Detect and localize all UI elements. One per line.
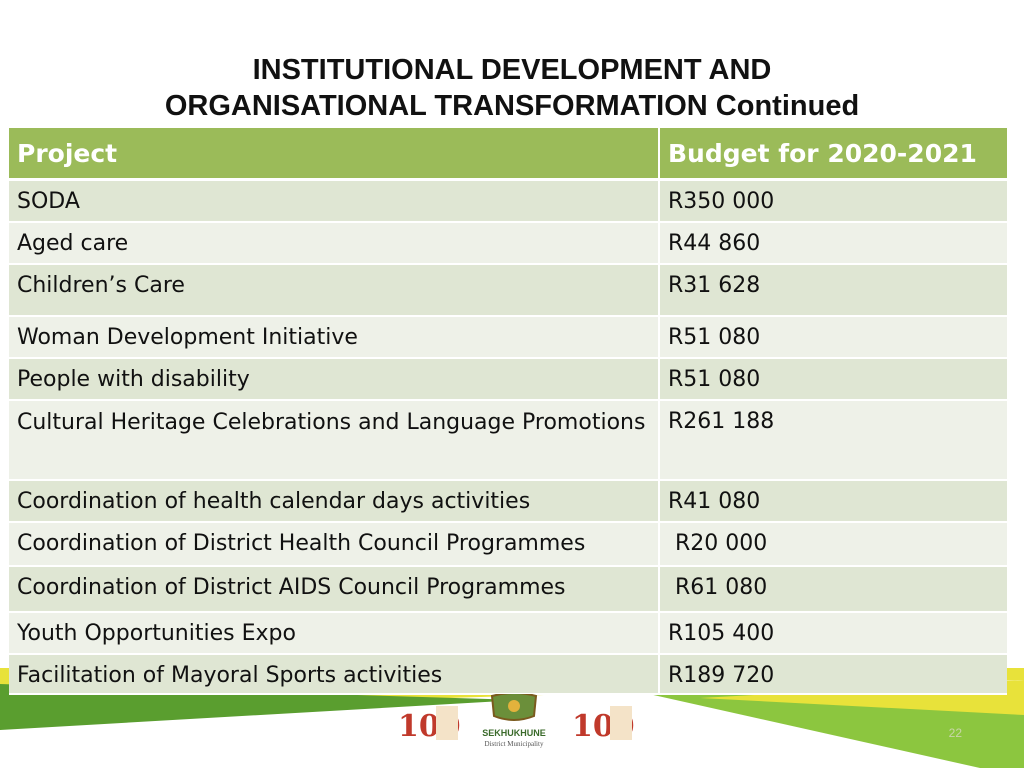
budget-cell: R41 080 <box>659 479 1007 523</box>
project-cell: Cultural Heritage Celebrations and Langu… <box>9 399 660 481</box>
project-cell: Facilitation of Mayoral Sports activitie… <box>9 653 660 695</box>
slide-title-line2: ORGANISATIONAL TRANSFORMATION Continued <box>164 90 860 122</box>
project-cell: Youth Opportunities Expo <box>9 611 660 655</box>
page-number: 22 <box>948 726 962 740</box>
column-header-project: Project <box>9 128 660 181</box>
sekhukhune-logo-subtext: District Municipality <box>485 740 544 748</box>
table-row: Coordination of District AIDS Council Pr… <box>9 565 1007 613</box>
table-row: Woman Development Initiative R51 080 <box>9 315 1007 359</box>
table-header-row: Project Budget for 2020-2021 <box>9 128 1007 181</box>
table-row: Facilitation of Mayoral Sports activitie… <box>9 653 1007 695</box>
budget-cell: R105 400 <box>659 611 1007 655</box>
table-row: SODA R350 000 <box>9 179 1007 223</box>
slide-title: INSTITUTIONAL DEVELOPMENT AND ORGANISATI… <box>0 52 1024 124</box>
sekhukhune-logo: SEKHUKHUNE District Municipality <box>482 694 546 748</box>
budget-table-container: Project Budget for 2020-2021 SODA R350 0… <box>9 128 1007 695</box>
budget-cell: R350 000 <box>659 179 1007 223</box>
project-cell: Coordination of District AIDS Council Pr… <box>9 565 660 613</box>
budget-cell: R61 080 <box>659 565 1007 613</box>
table-row: Youth Opportunities Expo R105 400 <box>9 611 1007 655</box>
budget-cell: R20 000 <box>659 521 1007 567</box>
project-cell: SODA <box>9 179 660 223</box>
project-cell: Children’s Care <box>9 263 660 317</box>
table-row: Coordination of health calendar days act… <box>9 479 1007 523</box>
project-cell: Coordination of health calendar days act… <box>9 479 660 523</box>
table-row: Coordination of District Health Council … <box>9 521 1007 567</box>
project-cell: Aged care <box>9 221 660 265</box>
sekhukhune-logo-text: SEKHUKHUNE <box>482 728 546 738</box>
budget-cell: R189 720 <box>659 653 1007 695</box>
project-cell: People with disability <box>9 357 660 401</box>
table-row: Children’s Care R31 628 <box>9 263 1007 317</box>
anniversary-logo-left: 100 <box>398 706 460 744</box>
slide-title-line1: INSTITUTIONAL DEVELOPMENT AND <box>252 54 772 86</box>
budget-cell: R44 860 <box>659 221 1007 265</box>
column-header-budget: Budget for 2020-2021 <box>659 128 1007 181</box>
table-row: Aged care R44 860 <box>9 221 1007 265</box>
table-row: People with disability R51 080 <box>9 357 1007 401</box>
budget-table: Project Budget for 2020-2021 SODA R350 0… <box>9 128 1007 695</box>
budget-cell: R51 080 <box>659 357 1007 401</box>
project-cell: Coordination of District Health Council … <box>9 521 660 567</box>
budget-cell: R31 628 <box>659 263 1007 317</box>
budget-cell: R261 188 <box>659 399 1007 481</box>
project-cell: Woman Development Initiative <box>9 315 660 359</box>
budget-cell: R51 080 <box>659 315 1007 359</box>
anniversary-logo-right: 100 <box>572 706 634 744</box>
table-row: Cultural Heritage Celebrations and Langu… <box>9 399 1007 481</box>
